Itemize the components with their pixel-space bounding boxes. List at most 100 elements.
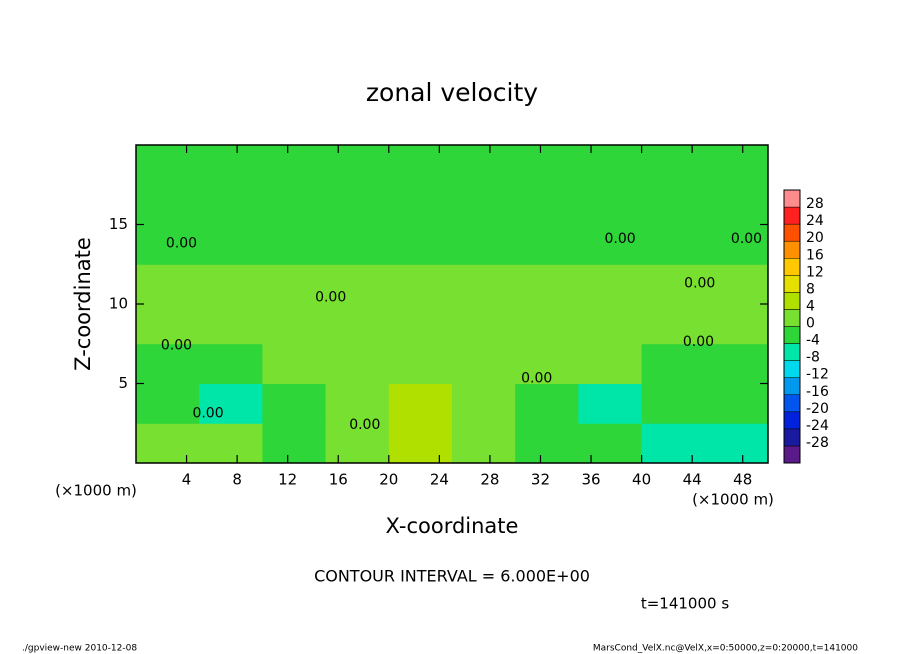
contour-label: 0.00 bbox=[161, 337, 192, 353]
field-cell bbox=[325, 423, 390, 464]
field-cell bbox=[578, 383, 643, 424]
field-cell bbox=[704, 383, 769, 424]
field-cell bbox=[452, 423, 516, 464]
colorbar-frame bbox=[783, 189, 801, 464]
field-cell bbox=[641, 184, 706, 225]
footer-left: ./gpview-new 2010-12-08 bbox=[22, 644, 137, 654]
field-cell bbox=[388, 145, 453, 186]
field-cell bbox=[325, 264, 390, 305]
colorbar-box bbox=[783, 240, 801, 259]
field-cell bbox=[578, 145, 643, 186]
field-cell bbox=[452, 304, 516, 345]
field-cell bbox=[704, 343, 769, 384]
field-cell bbox=[452, 224, 516, 265]
colorbar-box bbox=[783, 258, 801, 276]
field-cell bbox=[704, 224, 769, 265]
field-cell bbox=[199, 264, 263, 305]
colorbar-box bbox=[783, 206, 801, 225]
y-unit: (×1000 m) bbox=[55, 482, 137, 500]
contour-label: 0.00 bbox=[521, 371, 552, 387]
field-cell bbox=[578, 304, 643, 345]
field-cell bbox=[704, 264, 769, 305]
field-cell bbox=[641, 304, 706, 345]
x-axis-label: X-coordinate bbox=[386, 514, 519, 538]
field-cell bbox=[452, 264, 516, 305]
field-cell bbox=[515, 224, 579, 265]
x-tick-label: 12 bbox=[278, 471, 297, 489]
field-cell bbox=[704, 304, 769, 345]
x-tick-label: 32 bbox=[531, 471, 550, 489]
field-cell bbox=[262, 145, 327, 186]
contour-label: 0.00 bbox=[315, 290, 346, 306]
field-cell bbox=[704, 184, 769, 225]
colorbar-label: -12 bbox=[806, 367, 829, 383]
colorbar-box bbox=[783, 360, 801, 378]
field-cell bbox=[136, 383, 200, 424]
colorbar-label: 4 bbox=[806, 298, 815, 314]
colorbar-box bbox=[783, 275, 801, 293]
colorbar-box bbox=[783, 326, 801, 344]
x-tick-label: 24 bbox=[430, 471, 449, 489]
x-tick-label: 40 bbox=[632, 471, 651, 489]
footer-right: MarsCond_VelX.nc@VelX,x=0:50000,z=0:2000… bbox=[593, 644, 858, 654]
field-cell bbox=[388, 343, 453, 384]
field-cell bbox=[136, 423, 200, 464]
field-cell bbox=[262, 184, 327, 225]
y-axis-label: Z-coordinate bbox=[71, 237, 95, 371]
x-tick-label: 36 bbox=[581, 471, 600, 489]
contour-label: 0.00 bbox=[349, 417, 380, 433]
colorbar-box bbox=[783, 292, 801, 310]
colorbar-box bbox=[783, 223, 801, 242]
field-cell bbox=[199, 343, 263, 384]
field-cell bbox=[641, 423, 706, 464]
x-tick-label: 28 bbox=[480, 471, 499, 489]
field-cell bbox=[199, 145, 263, 186]
field-cell bbox=[136, 224, 200, 265]
colorbar-label: -20 bbox=[806, 401, 829, 417]
y-tick-label: 5 bbox=[118, 374, 128, 392]
field-cell bbox=[199, 224, 263, 265]
colorbar-label: 24 bbox=[806, 213, 824, 229]
field-cell bbox=[515, 264, 579, 305]
field-cell bbox=[578, 184, 643, 225]
contour-interval: CONTOUR INTERVAL = 6.000E+00 bbox=[314, 567, 590, 586]
field-cell bbox=[388, 264, 453, 305]
field-cell bbox=[262, 264, 327, 305]
field-cell bbox=[388, 423, 453, 464]
colorbar-label: 16 bbox=[806, 247, 824, 263]
colorbar-label: 20 bbox=[806, 230, 824, 246]
field-cell bbox=[704, 145, 769, 186]
colorbar-box bbox=[783, 189, 801, 208]
x-tick-label: 20 bbox=[379, 471, 398, 489]
field-cell bbox=[515, 423, 579, 464]
field-cell bbox=[325, 184, 390, 225]
y-tick-label: 15 bbox=[109, 215, 128, 233]
field-cell bbox=[515, 145, 579, 186]
contour-label: 0.00 bbox=[605, 231, 636, 247]
chart-title: zonal velocity bbox=[366, 78, 538, 107]
field-cell bbox=[641, 264, 706, 305]
time-label: t=141000 s bbox=[641, 595, 729, 613]
field-cell bbox=[325, 343, 390, 384]
colorbar-label: 0 bbox=[806, 316, 815, 332]
field-cell bbox=[641, 224, 706, 265]
colorbar-box bbox=[783, 343, 801, 361]
field-cell bbox=[578, 264, 643, 305]
field-cell bbox=[325, 304, 390, 345]
field-cell bbox=[136, 304, 200, 345]
field bbox=[136, 145, 769, 464]
colorbar-label: 12 bbox=[806, 264, 824, 280]
field-cell bbox=[578, 423, 643, 464]
field-cell bbox=[641, 383, 706, 424]
field-cell bbox=[136, 145, 200, 186]
field-cell bbox=[388, 383, 453, 424]
field-cell bbox=[136, 343, 200, 384]
field-cell bbox=[325, 224, 390, 265]
colorbar-box bbox=[783, 377, 801, 395]
field-cell bbox=[136, 264, 200, 305]
colorbar-box bbox=[783, 309, 801, 327]
field-cell bbox=[325, 383, 390, 424]
field-cell bbox=[262, 304, 327, 345]
field-cell bbox=[199, 184, 263, 225]
